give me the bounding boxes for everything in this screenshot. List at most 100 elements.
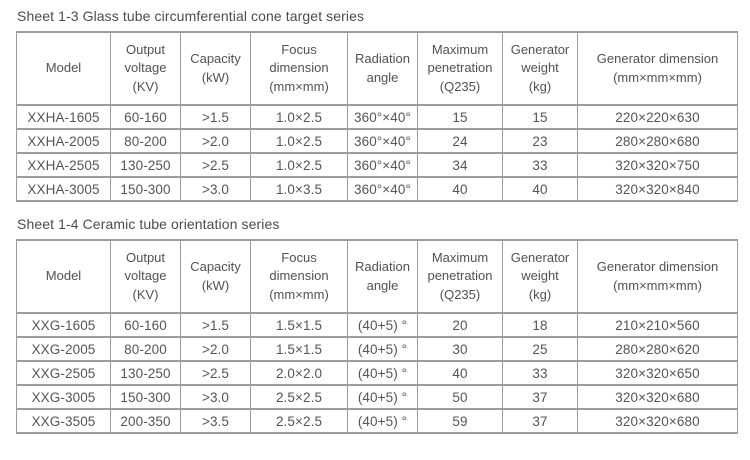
header-row: Model Output voltage (KV) Capacity (kW) Foc… bbox=[16, 31, 738, 106]
spec-sheet-page: Sheet 1-3 Glass tube circumferential con… bbox=[16, 8, 738, 434]
table-cell: 37 bbox=[502, 384, 578, 410]
spec-table-glass-series: Model Output voltage (KV) Capacity (kW) Foc… bbox=[16, 31, 738, 202]
table-cell: 210×210×560 bbox=[577, 312, 738, 338]
table-cell: 220×220×630 bbox=[577, 104, 738, 130]
table-cell: 15 bbox=[502, 104, 578, 130]
table-cell: 280×280×620 bbox=[577, 336, 738, 362]
table-cell: 360°×40° bbox=[347, 128, 418, 154]
table-cell: >1.5 bbox=[180, 104, 251, 130]
table-row: XXG-2005 80-200 >2.0 1.5×1.5 (40+5) ° 30 25 280… bbox=[16, 336, 738, 362]
column-header: Model bbox=[16, 239, 111, 314]
table-cell: 60-160 bbox=[110, 312, 181, 338]
table-cell: >2.0 bbox=[180, 128, 251, 154]
table-cell: 150-300 bbox=[110, 176, 181, 202]
table-cell: >2.5 bbox=[180, 360, 251, 386]
column-header: Generator weight (kg) bbox=[502, 31, 578, 106]
table-cell: XXHA-1605 bbox=[16, 104, 111, 130]
table-cell: 24 bbox=[417, 128, 503, 154]
table-cell: 25 bbox=[502, 336, 578, 362]
table-cell: 30 bbox=[417, 336, 503, 362]
table-cell: 320×320×680 bbox=[577, 384, 738, 410]
table-row: XXHA-2005 80-200 >2.0 1.0×2.5 360°×40° 24 23 28… bbox=[16, 128, 738, 154]
table-row: XXG-3005 150-300 >3.0 2.5×2.5 (40+5) ° 50 37 32… bbox=[16, 384, 738, 410]
table-cell: 320×320×650 bbox=[577, 360, 738, 386]
table-cell: 130-250 bbox=[110, 360, 181, 386]
table-cell: 18 bbox=[502, 312, 578, 338]
column-header: Generator dimension (mm×mm×mm) bbox=[577, 31, 738, 106]
table-cell: 360°×40° bbox=[347, 104, 418, 130]
table-cell: (40+5) ° bbox=[347, 336, 418, 362]
table-cell: >2.5 bbox=[180, 152, 251, 178]
table-cell: 59 bbox=[417, 408, 503, 434]
table-title-ceramic-series: Sheet 1-4 Ceramic tube orientation serie… bbox=[17, 216, 280, 232]
spec-table-ceramic-series: Model Output voltage (KV) Capacity (kW) Foc… bbox=[16, 239, 738, 434]
table-cell: 320×320×750 bbox=[577, 152, 738, 178]
table-cell: 2.0×2.0 bbox=[250, 360, 348, 386]
table-cell: 130-250 bbox=[110, 152, 181, 178]
table-cell: >2.0 bbox=[180, 336, 251, 362]
table-cell: (40+5) ° bbox=[347, 384, 418, 410]
column-header: Generator dimension (mm×mm×mm) bbox=[577, 239, 738, 314]
table-cell: 2.5×2.5 bbox=[250, 384, 348, 410]
table-cell: 150-300 bbox=[110, 384, 181, 410]
table-cell: 1.0×2.5 bbox=[250, 152, 348, 178]
table-cell: XXG-1605 bbox=[16, 312, 111, 338]
table-row: XXHA-1605 60-160 >1.5 1.0×2.5 360°×40° 15 15 22… bbox=[16, 104, 738, 130]
table-cell: 50 bbox=[417, 384, 503, 410]
table-cell: XXG-3005 bbox=[16, 384, 111, 410]
column-header: Focus dimension (mm×mm) bbox=[250, 239, 348, 314]
table-cell: 23 bbox=[502, 128, 578, 154]
table-cell: >3.5 bbox=[180, 408, 251, 434]
table-cell: 320×320×680 bbox=[577, 408, 738, 434]
table-cell: 40 bbox=[417, 176, 503, 202]
column-header: Focus dimension (mm×mm) bbox=[250, 31, 348, 106]
column-header: Output voltage (KV) bbox=[110, 239, 181, 314]
table-cell: 1.0×2.5 bbox=[250, 128, 348, 154]
table-cell: 60-160 bbox=[110, 104, 181, 130]
table-cell: (40+5) ° bbox=[347, 312, 418, 338]
column-header: Maximum penetration (Q235) bbox=[417, 239, 503, 314]
table-cell: >1.5 bbox=[180, 312, 251, 338]
table-row: XXG-2505 130-250 >2.5 2.0×2.0 (40+5) ° 40 33 32… bbox=[16, 360, 738, 386]
header-row: Model Output voltage (KV) Capacity (kW) Foc… bbox=[16, 239, 738, 314]
table-row: XXG-3505 200-350 >3.5 2.5×2.5 (40+5) ° 59 37 32… bbox=[16, 408, 738, 434]
column-header: Radiation angle bbox=[347, 31, 418, 106]
table-cell: 280×280×680 bbox=[577, 128, 738, 154]
table-cell: 1.0×2.5 bbox=[250, 104, 348, 130]
column-header: Output voltage (KV) bbox=[110, 31, 181, 106]
table-cell: 1.0×3.5 bbox=[250, 176, 348, 202]
table-cell: 360°×40° bbox=[347, 152, 418, 178]
table-cell: 20 bbox=[417, 312, 503, 338]
column-header: Capacity (kW) bbox=[180, 239, 251, 314]
table-cell: 360°×40° bbox=[347, 176, 418, 202]
column-header: Capacity (kW) bbox=[180, 31, 251, 106]
table-cell: 34 bbox=[417, 152, 503, 178]
column-header: Model bbox=[16, 31, 111, 106]
table-title-glass-series: Sheet 1-3 Glass tube circumferential con… bbox=[17, 8, 365, 24]
table-cell: 33 bbox=[502, 152, 578, 178]
table-cell: XXG-2005 bbox=[16, 336, 111, 362]
table-row: XXHA-3005 150-300 >3.0 1.0×3.5 360°×40° 40 40 3… bbox=[16, 176, 738, 202]
column-header: Radiation angle bbox=[347, 239, 418, 314]
table-row: XXHA-2505 130-250 >2.5 1.0×2.5 360°×40° 34 33 3… bbox=[16, 152, 738, 178]
table-cell: 320×320×840 bbox=[577, 176, 738, 202]
table-cell: 2.5×2.5 bbox=[250, 408, 348, 434]
table-cell: 80-200 bbox=[110, 336, 181, 362]
table-cell: XXHA-2505 bbox=[16, 152, 111, 178]
column-header: Generator weight (kg) bbox=[502, 239, 578, 314]
table-cell: 40 bbox=[502, 176, 578, 202]
table-cell: XXHA-2005 bbox=[16, 128, 111, 154]
table-cell: 1.5×1.5 bbox=[250, 312, 348, 338]
table-cell: (40+5) ° bbox=[347, 408, 418, 434]
table-cell: (40+5) ° bbox=[347, 360, 418, 386]
table-cell: >3.0 bbox=[180, 176, 251, 202]
table-cell: 37 bbox=[502, 408, 578, 434]
table-cell: 1.5×1.5 bbox=[250, 336, 348, 362]
column-header: Maximum penetration (Q235) bbox=[417, 31, 503, 106]
table-cell: XXHA-3005 bbox=[16, 176, 111, 202]
table-cell: >3.0 bbox=[180, 384, 251, 410]
table-cell: XXG-2505 bbox=[16, 360, 111, 386]
table-row: XXG-1605 60-160 >1.5 1.5×1.5 (40+5) ° 20 18 210… bbox=[16, 312, 738, 338]
table-cell: 15 bbox=[417, 104, 503, 130]
table-cell: 33 bbox=[502, 360, 578, 386]
